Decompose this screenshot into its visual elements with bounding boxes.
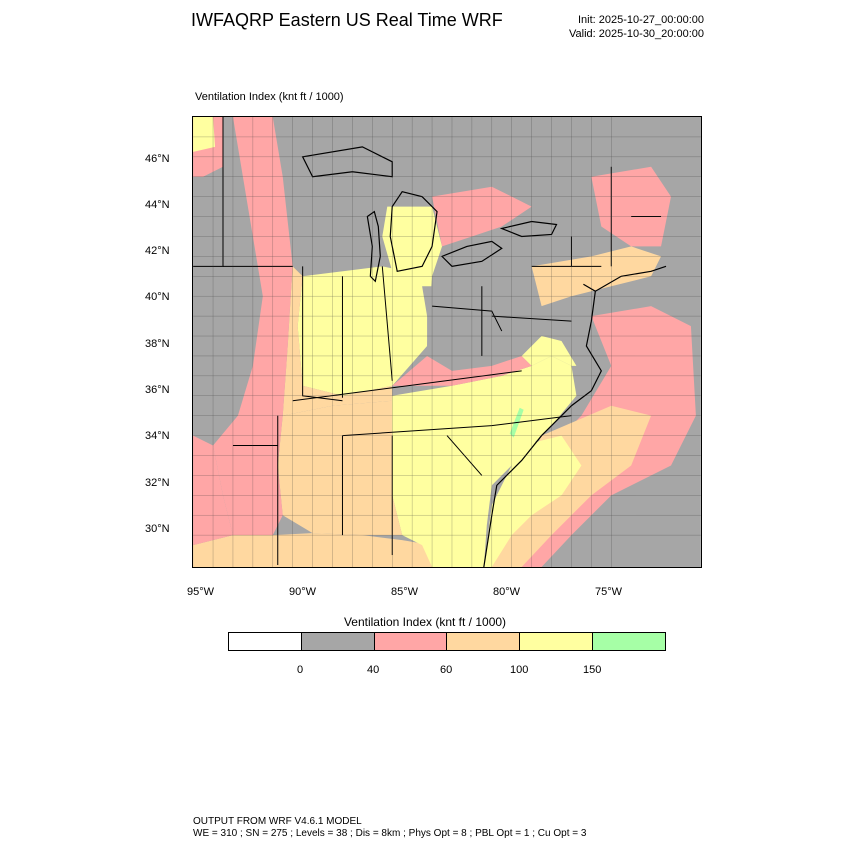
- plot-title: IWFAQRP Eastern US Real Time WRF: [191, 10, 503, 30]
- model-config: WE = 310 ; SN = 275 ; Levels = 38 ; Dis …: [193, 828, 587, 839]
- colorbar-swatch: [520, 633, 594, 650]
- field-label: Ventilation Index (knt ft / 1000): [195, 91, 344, 103]
- mississippi-region: [277, 400, 403, 536]
- far-west-yellow: [193, 117, 216, 152]
- midwest-region: [297, 266, 433, 396]
- southeast-region: [382, 355, 577, 567]
- lat-label: 36°N: [145, 384, 170, 396]
- colorbar-label: 150: [583, 664, 602, 676]
- ventilation-index-map: [192, 116, 702, 568]
- colorbar-title: Ventilation Index (knt ft / 1000): [343, 615, 507, 629]
- valid-time: Valid: 2025-10-30_20:00:00: [569, 28, 704, 40]
- lat-label: 34°N: [145, 430, 170, 442]
- lat-label: 32°N: [145, 477, 170, 489]
- colorbar-swatch: [301, 633, 375, 650]
- county-borders: [193, 117, 701, 567]
- lat-label: 46°N: [145, 153, 170, 165]
- virginia-yellow: [521, 336, 577, 366]
- colorbar-label: 60: [440, 664, 453, 676]
- map-canvas: [193, 117, 701, 567]
- lon-label: 90°W: [289, 586, 317, 598]
- colorbar-label: 0: [297, 664, 304, 676]
- offshore-yellow: [483, 435, 582, 567]
- init-time: Init: 2025-10-27_00:00:00: [578, 14, 704, 26]
- colorbar-swatch: [229, 633, 302, 650]
- colorbar-swatch: [593, 633, 665, 650]
- colorbar-swatch: [374, 633, 448, 650]
- colorbar-label: 100: [510, 664, 529, 676]
- lon-label: 95°W: [187, 586, 215, 598]
- lat-label: 42°N: [145, 245, 170, 257]
- gulf-region: [193, 533, 482, 567]
- lon-label: 80°W: [493, 586, 521, 598]
- lat-label: 38°N: [145, 338, 170, 350]
- colorbar: [228, 632, 666, 651]
- appalachian-pink: [392, 355, 532, 386]
- lon-label: 85°W: [391, 586, 419, 598]
- lat-label: 30°N: [145, 523, 170, 535]
- model-info: OUTPUT FROM WRF V4.6.1 MODEL: [193, 816, 362, 827]
- lat-label: 40°N: [145, 291, 170, 303]
- colorbar-label: 40: [367, 664, 380, 676]
- lon-label: 75°W: [595, 586, 623, 598]
- colorbar-swatch: [447, 633, 521, 650]
- lat-label: 44°N: [145, 199, 170, 211]
